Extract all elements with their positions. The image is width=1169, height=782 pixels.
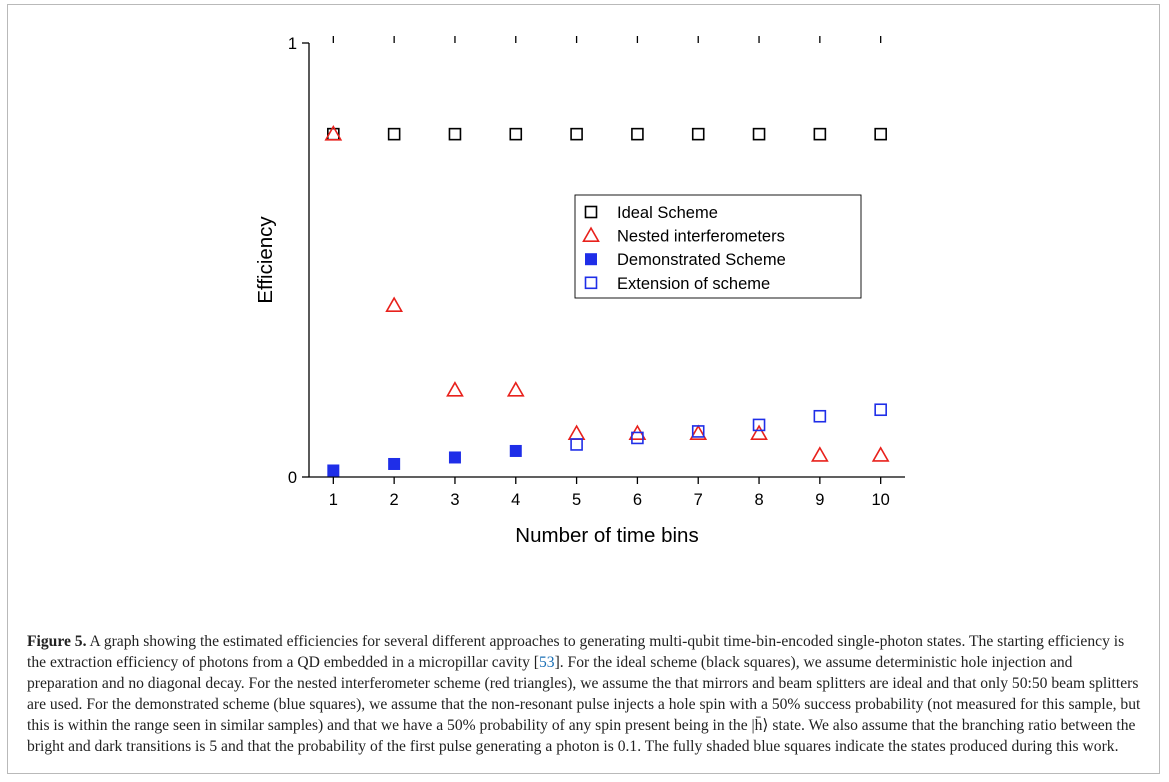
x-tick-label-2: 2 [390, 491, 399, 509]
tick-marks [302, 36, 882, 484]
efficiency-chart: 1 2 3 4 5 6 7 8 9 10 0 1 Number of time bins Effici… [254, 35, 905, 547]
point-series3-8 [752, 418, 766, 432]
legend-label-1: Nested interferometers [617, 228, 785, 246]
legend-marker-2 [585, 253, 597, 266]
point-series1-10 [871, 446, 890, 462]
point-series3-7 [691, 425, 705, 438]
legend-marker-0 [584, 205, 598, 219]
figure-frame [7, 4, 1160, 774]
caption-text-2: ]. For the ideal scheme (black squares),… [27, 654, 1141, 755]
point-series3-5 [570, 438, 583, 451]
point-series0-9 [813, 127, 827, 141]
figure-label: Figure 5. [27, 633, 87, 650]
axes [308, 43, 905, 478]
point-series0-6 [631, 127, 644, 141]
legend-marker-3 [584, 276, 598, 290]
point-series3-6 [631, 431, 644, 445]
y-axis-label: Efficiency [254, 216, 277, 304]
point-series1-3 [446, 381, 464, 397]
legend-marker-1 [582, 226, 600, 243]
point-series2-4 [509, 444, 522, 457]
point-series0-5 [570, 127, 583, 141]
caption-text-1: A graph showing the estimated efficienci… [27, 633, 1125, 671]
point-series2-2 [388, 457, 401, 470]
legend-label-2: Demonstrated Scheme [617, 251, 786, 269]
point-series2-3 [448, 451, 461, 464]
legend: Ideal Scheme Nested interferometers Demons… [574, 194, 862, 299]
legend-box [574, 194, 862, 299]
x-tick-label-4: 4 [511, 491, 520, 509]
legend-label-0: Ideal Scheme [617, 204, 718, 222]
x-tick-label-5: 5 [572, 491, 581, 509]
x-tick-label-8: 8 [754, 491, 763, 509]
x-tick-label-10: 10 [871, 491, 889, 509]
point-series1-8 [750, 424, 768, 441]
x-tick-label-1: 1 [329, 491, 338, 509]
x-tick-label-7: 7 [694, 491, 703, 509]
point-series3-9 [813, 409, 827, 423]
figure-caption: Figure 5. A graph showing the estimated … [27, 631, 1142, 757]
x-tick-label-6: 6 [633, 491, 642, 509]
data-points [324, 125, 890, 477]
legend-label-3: Extension of scheme [617, 275, 770, 293]
point-series1-1 [324, 125, 343, 141]
point-series1-5 [567, 424, 586, 441]
point-series1-7 [689, 424, 708, 441]
point-series2-1 [327, 464, 340, 477]
y-tick-label-0: 0 [288, 469, 297, 487]
point-series0-10 [874, 127, 887, 141]
point-series0-2 [387, 127, 401, 141]
x-tick-label-9: 9 [815, 491, 824, 509]
point-series3-10 [874, 403, 887, 417]
citation-link[interactable]: 53 [538, 654, 555, 671]
point-series0-7 [691, 127, 705, 141]
point-series0-4 [509, 127, 523, 141]
point-series0-3 [448, 127, 462, 141]
point-series0-8 [752, 127, 766, 141]
x-axis-label: Number of time bins [515, 524, 698, 547]
point-series1-2 [385, 296, 404, 312]
tick-labels: 1 2 3 4 5 6 7 8 9 10 0 1 [288, 35, 890, 509]
point-series1-4 [506, 381, 525, 397]
point-series1-9 [810, 446, 829, 462]
x-tick-label-3: 3 [450, 491, 459, 509]
y-tick-label-1: 1 [288, 35, 297, 53]
